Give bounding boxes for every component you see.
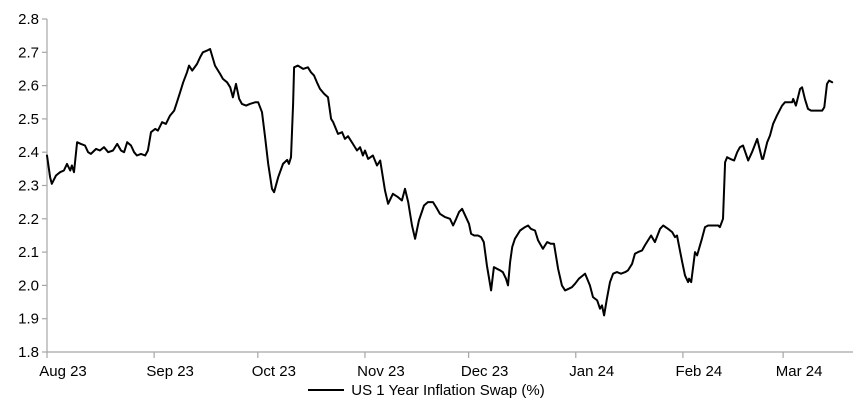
legend: US 1 Year Inflation Swap (%) xyxy=(0,381,853,399)
y-tick-label: 2.2 xyxy=(18,211,39,228)
y-tick-label: 2.6 xyxy=(18,78,39,95)
series-line xyxy=(46,48,834,317)
x-tick-label: Jan 24 xyxy=(569,363,614,380)
y-tick-label: 2.5 xyxy=(18,111,39,128)
x-tick-label: Nov 23 xyxy=(357,363,405,380)
y-tick-label: 2.3 xyxy=(18,178,39,195)
x-tick-label: Aug 23 xyxy=(39,363,87,380)
y-tick-label: 2.0 xyxy=(18,277,39,294)
x-tick-label: Oct 23 xyxy=(252,363,296,380)
x-tick-label: Dec 23 xyxy=(461,363,509,380)
y-tick-label: 2.1 xyxy=(18,244,39,261)
x-tick-label: Mar 24 xyxy=(776,363,823,380)
x-tick-label: Sep 23 xyxy=(146,363,194,380)
y-tick-label: 2.4 xyxy=(18,144,39,161)
y-tick-label: 2.8 xyxy=(18,11,39,28)
x-tick-label: Feb 24 xyxy=(676,363,723,380)
legend-label: US 1 Year Inflation Swap (%) xyxy=(351,381,545,399)
y-tick-label: 2.7 xyxy=(18,44,39,61)
legend-line-sample-icon xyxy=(308,389,345,391)
y-tick-label: 1.9 xyxy=(18,311,39,328)
y-tick-label: 1.8 xyxy=(18,344,39,361)
